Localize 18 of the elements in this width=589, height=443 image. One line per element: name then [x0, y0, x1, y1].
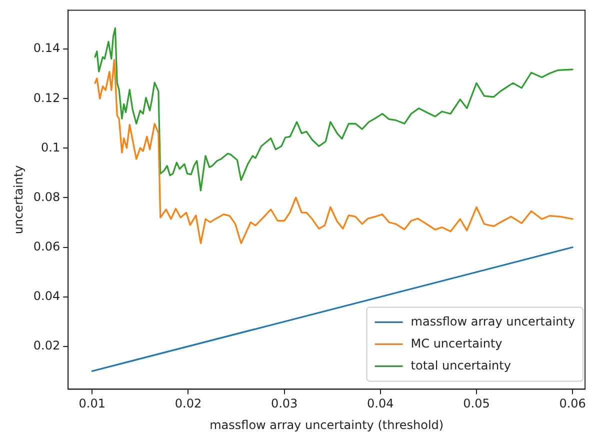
- legend-label: MC uncertainty: [410, 336, 502, 350]
- y-tick-label: 0.1: [41, 140, 60, 154]
- y-tick-label: 0.02: [33, 338, 60, 352]
- y-tick-label: 0.08: [33, 190, 60, 204]
- x-tick-label: 0.04: [367, 396, 394, 411]
- y-tick-label: 0.06: [33, 239, 60, 254]
- x-tick-label: 0.05: [463, 396, 490, 411]
- x-tick-label: 0.03: [270, 396, 298, 411]
- y-tick-label: 0.14: [33, 41, 60, 56]
- y-tick-label: 0.12: [33, 90, 60, 105]
- y-tick-label: 0.04: [33, 288, 60, 303]
- x-tick-label: 0.06: [559, 396, 586, 411]
- x-axis-title: massflow array uncertainty (threshold): [210, 418, 444, 432]
- legend-label: total uncertainty: [410, 358, 511, 372]
- y-axis-title: uncertainty: [11, 165, 26, 234]
- legend-label: massflow array uncertainty: [410, 314, 576, 328]
- x-tick-label: 0.02: [174, 396, 202, 411]
- x-tick-label: 0.01: [78, 396, 106, 411]
